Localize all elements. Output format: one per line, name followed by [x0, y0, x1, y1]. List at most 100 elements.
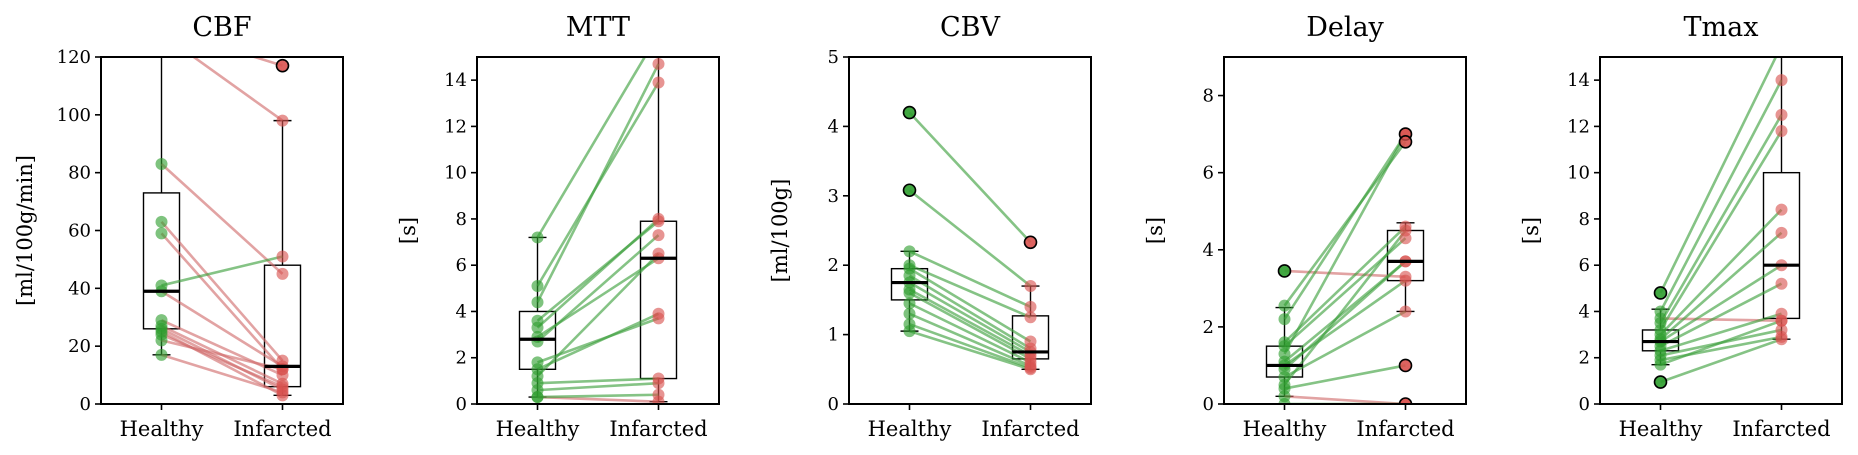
infarcted-point-13 — [276, 114, 289, 127]
pair-line-6 — [536, 234, 660, 343]
y-tick-label: 3 — [828, 186, 839, 207]
y-tick-label: 6 — [1203, 163, 1214, 184]
healthy-point-2 — [1278, 313, 1291, 326]
pair-line-5 — [1659, 208, 1783, 336]
y-tick-label: 12 — [444, 116, 467, 137]
pair-line-10 — [908, 312, 1032, 368]
pair-line-10 — [537, 377, 659, 385]
healthy-point-0 — [531, 231, 544, 244]
plot-area — [518, 57, 678, 404]
pair-line-0 — [536, 57, 647, 239]
y-tick-label: 2 — [1203, 317, 1214, 338]
y-tick-label: 80 — [68, 163, 91, 184]
outlier-healthy-0 — [1653, 286, 1668, 300]
pair-line-12 — [1660, 319, 1782, 366]
pair-line-11 — [537, 381, 659, 392]
pair-line-3 — [160, 232, 284, 371]
pair-line-9 — [908, 302, 1032, 364]
panel-title: Delay — [1306, 12, 1384, 43]
infarcted-point-13 — [652, 388, 665, 401]
plot-area — [890, 105, 1050, 376]
y-tick-label: 40 — [68, 278, 91, 299]
outlier-infarcted-3 — [1398, 397, 1413, 404]
axes-frame — [848, 56, 1092, 405]
infarcted-point-6 — [652, 229, 665, 242]
outlier-healthy-0 — [1277, 264, 1292, 278]
panel-tmax: 0 2 4 6 8 10 12 14 Healthy Infarcted Tmax [s] — [1519, 12, 1843, 441]
pair-line-12 — [161, 353, 283, 394]
panel-delay: 0 2 4 6 8 Healthy Infarcted Delay [s] — [1143, 12, 1467, 441]
pair-line-10 — [160, 333, 284, 388]
infarcted-point-1 — [652, 76, 665, 89]
healthy-point-2 — [903, 245, 916, 258]
healthy-point-2 — [155, 215, 168, 228]
plot-area — [142, 57, 302, 402]
infarcted-point-13 — [1775, 333, 1788, 346]
y-axis-label: [s] — [1519, 217, 1543, 244]
infarcted-point-11 — [652, 377, 665, 390]
infarcted-point-9 — [652, 247, 665, 260]
y-tick-label: 4 — [456, 301, 467, 322]
y-tick-label: 1 — [828, 325, 839, 346]
pair-line-1 — [908, 189, 1032, 288]
x-tick-label-infarcted: Infarcted — [609, 417, 707, 441]
y-tick-label: 100 — [57, 105, 91, 126]
pair-line-11 — [161, 339, 283, 371]
outlier-healthy-0 — [902, 105, 917, 120]
y-tick-label: 60 — [68, 221, 91, 242]
infarcted-point-12 — [1024, 363, 1037, 376]
infarcted-point-0 — [1776, 39, 1788, 51]
pair-line-4 — [536, 217, 660, 329]
x-tick-label-infarcted: Infarcted — [1732, 417, 1830, 441]
y-tick-label: 12 — [1567, 116, 1590, 137]
pair-line-6 — [908, 281, 1032, 354]
panel-mtt: 0 2 4 6 8 10 12 14 Healthy Infarcted MTT [s] — [396, 12, 720, 441]
infarcted-point-2 — [652, 57, 665, 70]
x-tick-label-infarcted: Infarcted — [233, 417, 331, 441]
y-axis-label: [s] — [1143, 217, 1167, 244]
x-tick-label-infarcted: Infarcted — [981, 417, 1079, 441]
infarcted-point-7 — [1399, 274, 1412, 287]
infarcted-point-10 — [1399, 224, 1412, 237]
healthy-point-2 — [531, 296, 544, 309]
y-tick-label: 0 — [456, 394, 467, 415]
healthy-point-11 — [155, 334, 168, 347]
healthy-point-1 — [1278, 299, 1291, 312]
outlier-infarcted-0 — [1023, 235, 1038, 250]
pair-line-13 — [1660, 338, 1782, 384]
pair-line-11 — [1284, 364, 1406, 390]
y-tick-label: 20 — [68, 336, 91, 357]
healthy-point-6 — [531, 335, 544, 348]
pair-line-4 — [908, 267, 1032, 343]
infarcted-point-6 — [1775, 226, 1788, 239]
y-tick-label: 120 — [57, 47, 91, 68]
pair-line-4 — [161, 255, 283, 287]
pair-line-0 — [908, 111, 1032, 244]
infarcted-point-3 — [1775, 108, 1788, 121]
healthy-point-1 — [155, 157, 168, 170]
panel-title: CBV — [940, 12, 1001, 43]
pair-line-5 — [908, 274, 1032, 350]
outlier-infarcted-1 — [1398, 135, 1413, 149]
axes-frame — [1599, 56, 1843, 405]
pair-line-8 — [536, 312, 660, 371]
pair-line-1 — [1659, 79, 1783, 313]
infarcted-point-8 — [1775, 277, 1788, 290]
infarcted-point-1 — [276, 267, 289, 280]
healthy-point-12 — [1654, 358, 1667, 371]
pair-line-7 — [908, 288, 1032, 357]
panel-title: CBF — [192, 12, 251, 43]
pair-line-8 — [1283, 260, 1407, 371]
pair-line-7 — [1659, 264, 1783, 343]
pair-line-2 — [1283, 133, 1407, 320]
y-tick-label: 8 — [1203, 86, 1214, 107]
y-tick-label: 14 — [444, 70, 467, 91]
y-tick-label: 6 — [456, 255, 467, 276]
pair-line-0 — [1284, 269, 1406, 279]
y-tick-label: 10 — [444, 163, 467, 184]
y-tick-label: 0 — [1203, 394, 1214, 415]
infarcted-point-3 — [1024, 311, 1037, 324]
pair-line-2 — [536, 63, 660, 303]
healthy-point-12 — [903, 325, 916, 338]
